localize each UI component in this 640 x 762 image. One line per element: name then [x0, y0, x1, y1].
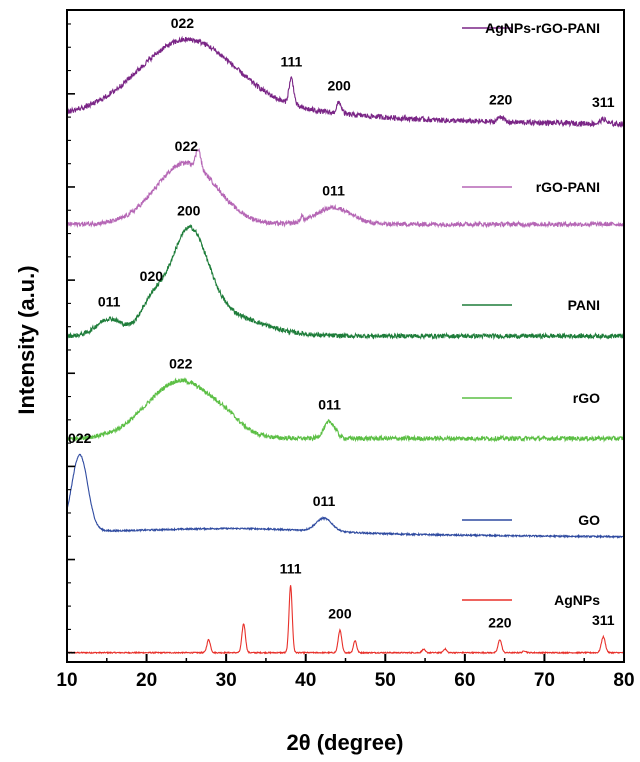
series-line-agnps — [66, 585, 624, 655]
peak-label: 022 — [68, 430, 92, 446]
peak-label: 200 — [328, 605, 352, 621]
axes: 10 20 30 40 50 60 70 80 — [56, 9, 635, 691]
peak-label: 011 — [313, 493, 336, 509]
peak-labels: 111 200 220 311 022 011 022 011 011 020 200 022 011 0… — [68, 15, 615, 631]
peak-label: 220 — [488, 615, 512, 631]
legend-label: rGO-PANI — [536, 179, 600, 195]
x-tick-label: 50 — [375, 670, 396, 691]
peak-label: 311 — [592, 94, 615, 110]
peak-label: 111 — [280, 561, 302, 577]
x-tick-label: 60 — [454, 670, 475, 691]
peak-label: 011 — [98, 294, 121, 310]
peak-label: 011 — [318, 397, 341, 413]
legend-label: PANI — [568, 297, 600, 313]
y-axis-title: Intensity (a.u.) — [14, 265, 39, 414]
legend-label: GO — [578, 512, 600, 528]
x-tick-label: 70 — [534, 670, 555, 691]
x-axis-title: 2θ (degree) — [286, 730, 403, 755]
series-line-agnps-rgo-pani — [66, 35, 625, 128]
legend: AgNPs GO rGO PANI rGO-PANI AgNPs-rGO-PANI — [462, 20, 600, 608]
peak-label: 022 — [171, 15, 195, 31]
legend-label: AgNPs-rGO-PANI — [485, 20, 600, 36]
x-tick-label: 30 — [216, 670, 237, 691]
peak-label: 220 — [489, 91, 513, 107]
peak-label: 022 — [175, 138, 199, 154]
series-line-pani — [66, 223, 625, 341]
peak-label: 022 — [169, 356, 193, 372]
peak-label: 311 — [592, 612, 615, 628]
peak-label: 200 — [177, 203, 201, 219]
x-tick-label: 10 — [56, 670, 77, 691]
x-tick-label: 80 — [613, 670, 634, 691]
peak-label: 011 — [322, 182, 345, 198]
plot-lines — [66, 35, 625, 655]
peak-label: 020 — [140, 268, 164, 284]
series-line-rgo-pani — [66, 148, 625, 229]
legend-label: rGO — [573, 390, 600, 406]
x-tick-label: 40 — [295, 670, 316, 691]
series-line-rgo — [66, 377, 625, 443]
peak-label: 111 — [280, 53, 302, 69]
series-line-go — [66, 453, 625, 539]
legend-label: AgNPs — [554, 592, 600, 608]
peak-label: 200 — [327, 77, 351, 93]
x-tick-label: 20 — [136, 670, 157, 691]
